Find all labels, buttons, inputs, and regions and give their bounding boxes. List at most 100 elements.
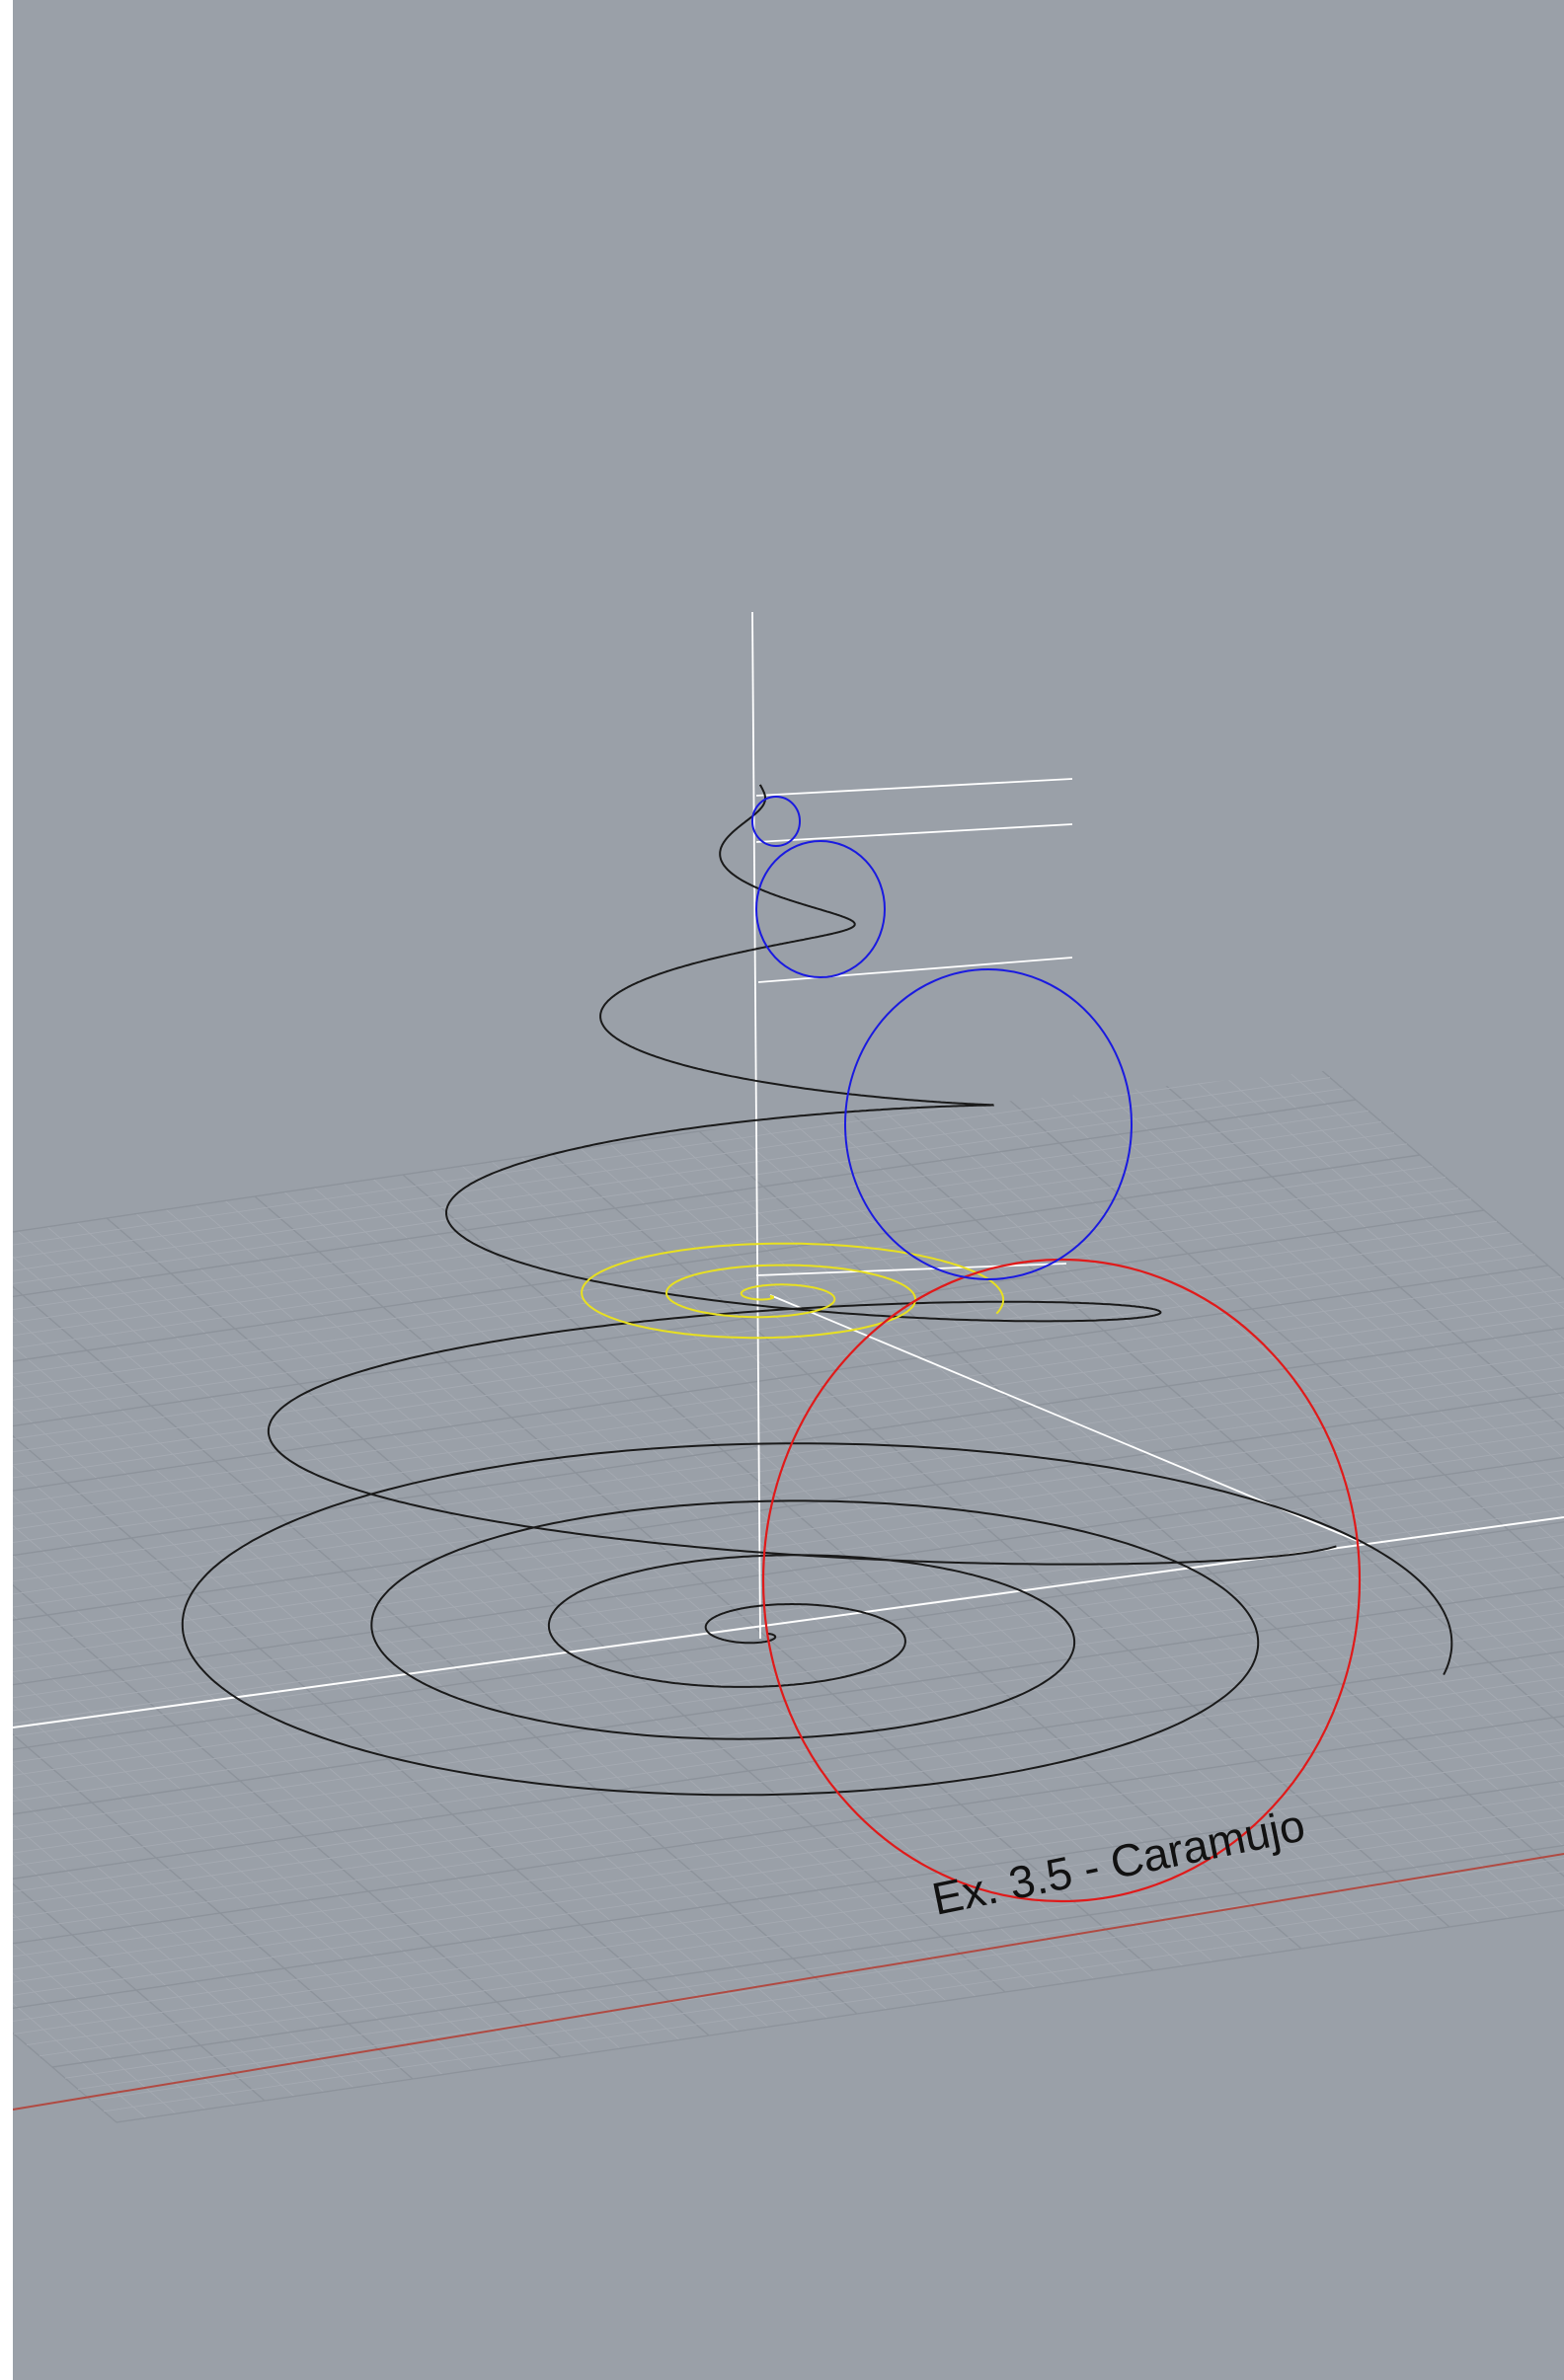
- grid-line: [13, 1320, 1564, 1626]
- grid-line: [13, 1165, 1434, 1471]
- grid-line: [13, 1618, 1564, 1924]
- grid-line: [1172, 1071, 1564, 1836]
- construction-line: [755, 823, 1073, 843]
- grid-line: [13, 1486, 1564, 1792]
- grid-line: [13, 1265, 1549, 1571]
- profile-circle[interactable]: [761, 1258, 1362, 1903]
- grid-line: [13, 1071, 1318, 1371]
- grid-line: [13, 1507, 1564, 1813]
- grid-line: [13, 1563, 1564, 1869]
- grid-line: [13, 1176, 1447, 1482]
- grid-line: [39, 1751, 1564, 2057]
- grid-line: [90, 1796, 1564, 2102]
- grid-line: [13, 1673, 1564, 1979]
- grid-line: [13, 1110, 1369, 1416]
- grid-line: [13, 1728, 1564, 2035]
- grid-line: [757, 1121, 1564, 1897]
- grid-line: [77, 1784, 1564, 2090]
- grid-line: [13, 1464, 1564, 1770]
- grid-line: [26, 1740, 1564, 2046]
- x-axis-line: [12, 1853, 1564, 2111]
- viewport-left-border: [0, 0, 13, 2380]
- grid-line: [13, 1452, 1564, 1758]
- grid-line: [13, 1120, 1382, 1426]
- grid-line: [1142, 1071, 1564, 1841]
- grid-line: [13, 1707, 1564, 2013]
- grid-line: [13, 1420, 1564, 1726]
- grid-line: [13, 1353, 1564, 1659]
- grid-line: [13, 1541, 1564, 1847]
- grid-line: [13, 1326, 266, 2102]
- grid-line: [13, 1375, 1564, 1681]
- grid-line: [64, 1773, 1564, 2079]
- grid-line: [13, 1143, 1408, 1449]
- grid-line: [13, 1188, 1459, 1494]
- construction-line: [757, 957, 1073, 983]
- construction-line: [755, 778, 1073, 797]
- grid-line: [13, 1331, 1564, 1637]
- grid-line: [817, 1113, 1564, 1888]
- grid-line: [13, 1607, 1564, 1913]
- construction-line: [755, 1263, 1067, 1276]
- grid-line: [13, 1300, 443, 2075]
- grid-line: [13, 1441, 1564, 1747]
- grid-line: [103, 1806, 1564, 2112]
- grid-line: [1290, 1071, 1564, 1819]
- grid-line: [13, 1685, 1564, 1991]
- grid-line: [13, 1574, 1564, 1881]
- grid-line: [13, 1585, 1564, 1891]
- grid-line: [116, 1817, 1564, 2123]
- grid-line: [13, 1298, 1564, 1604]
- grid-line: [13, 1630, 1564, 1936]
- base-spiral-curve[interactable]: [181, 1442, 1453, 1797]
- grid-line: [13, 1088, 1344, 1394]
- grid-line: [1054, 1078, 1564, 1854]
- grid-line: [698, 1130, 1564, 1906]
- grid-line: [13, 1275, 1562, 1581]
- grid-line: [13, 1651, 1564, 1958]
- construction-grid: [13, 1071, 1564, 2123]
- section-circle-small[interactable]: [751, 796, 801, 847]
- grid-line: [13, 1313, 354, 2089]
- grid-line: [13, 1309, 1564, 1615]
- grid-line: [13, 1231, 1511, 1537]
- grid-line: [13, 1596, 1564, 1902]
- grid-line: [13, 1696, 1564, 2002]
- grid-line: [13, 1342, 1564, 1648]
- grid-line: [13, 1339, 177, 2114]
- grid-line: [13, 1154, 1421, 1460]
- grid-line: [13, 1132, 1395, 1438]
- grid-line: [1202, 1071, 1564, 1832]
- grid-line: [13, 1220, 1498, 1526]
- section-circle-large[interactable]: [844, 968, 1133, 1280]
- grid-line: [13, 1099, 1357, 1405]
- grid-line: [51, 1762, 1564, 2068]
- grid-line: [13, 1344, 147, 2118]
- grid-line: [13, 1209, 1485, 1515]
- grid-line: [1231, 1071, 1564, 1828]
- grid-line: [13, 1718, 1564, 2024]
- scaled-spiral-curve[interactable]: [581, 1242, 1005, 1340]
- grid-line: [13, 1386, 1564, 1692]
- grid-line: [13, 1304, 414, 2080]
- grid-line: [1261, 1071, 1564, 1823]
- section-circle-medium[interactable]: [755, 840, 886, 978]
- grid-line: [13, 1530, 1564, 1836]
- grid-line: [13, 1430, 1564, 1736]
- grid-line: [13, 1309, 384, 2084]
- grid-line: [13, 1331, 236, 2106]
- grid-line: [13, 1317, 325, 2093]
- grid-line: [13, 1243, 1524, 1549]
- grid-line: [13, 1322, 295, 2097]
- grid-line: [13, 1198, 1472, 1504]
- helix-spiral-curve[interactable]: [267, 784, 1337, 1566]
- grid-line: [13, 1286, 1564, 1592]
- grid-line: [13, 1409, 1564, 1715]
- section-circles[interactable]: [751, 796, 1133, 1280]
- vertical-axis-line: [751, 611, 761, 1640]
- grid-line: [13, 1552, 1564, 1858]
- grid-line: [13, 1335, 206, 2111]
- grid-line: [13, 1662, 1564, 1968]
